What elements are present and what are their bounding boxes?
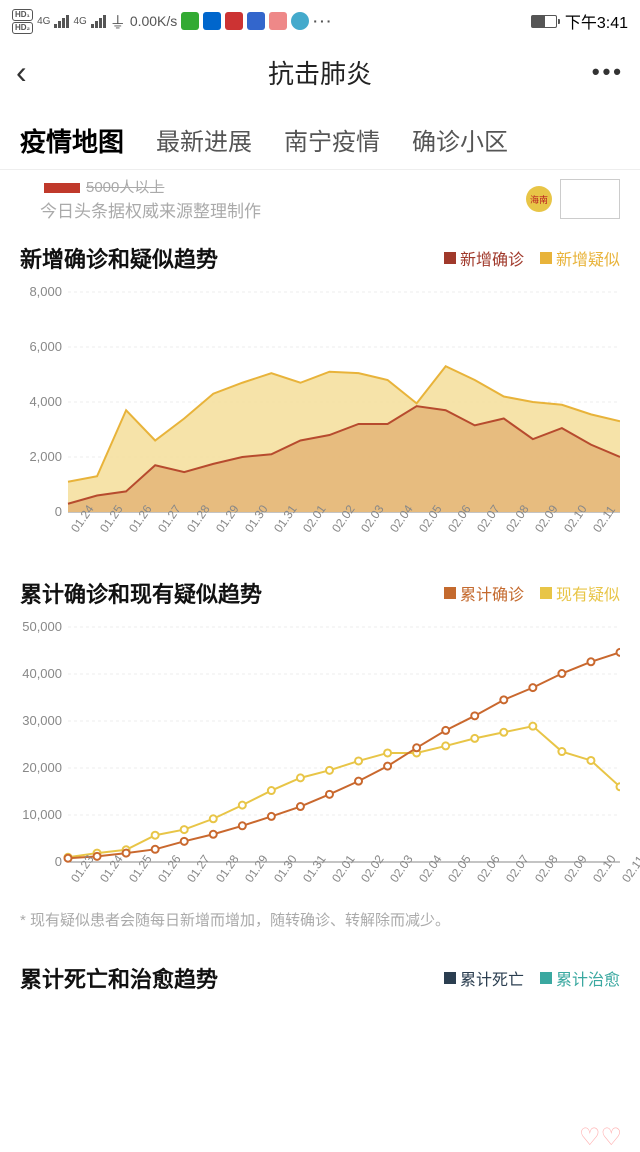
hainan-marker: 海南 bbox=[526, 186, 552, 212]
chart1-swatch2 bbox=[540, 252, 552, 264]
chart1-swatch1 bbox=[444, 252, 456, 264]
app-icon-5 bbox=[269, 12, 287, 30]
chart2-section: 累计确诊和现有疑似趋势 累计确诊 现有疑似 0 10,000 20,000 30,00… bbox=[0, 563, 640, 895]
page-title: 抗击肺炎 bbox=[0, 54, 640, 91]
chart2-title: 累计确诊和现有疑似趋势 bbox=[20, 577, 262, 609]
net2-label: 4G bbox=[73, 16, 86, 27]
more-indicator: ··· bbox=[313, 13, 333, 29]
svg-text:8,000: 8,000 bbox=[29, 284, 62, 299]
app-icon-2 bbox=[203, 12, 221, 30]
signal-1-icon bbox=[54, 14, 69, 28]
signal-2-icon bbox=[91, 14, 106, 28]
chart2-swatch2 bbox=[540, 587, 552, 599]
chart3-legend2-label: 累计治愈 bbox=[556, 966, 620, 990]
more-button[interactable]: ••• bbox=[592, 59, 624, 85]
chart2-legend2-label: 现有疑似 bbox=[556, 581, 620, 605]
heart-decoration: ♡♡ bbox=[579, 1123, 622, 1152]
svg-text:40,000: 40,000 bbox=[22, 666, 62, 681]
time-label: 下午3:41 bbox=[565, 9, 628, 33]
app-icon-6 bbox=[291, 12, 309, 30]
hd2-badge: HD₂ bbox=[12, 22, 33, 34]
legend-cut: 5000人以上 bbox=[86, 179, 164, 196]
battery-icon bbox=[531, 15, 557, 28]
svg-text:4,000: 4,000 bbox=[29, 394, 62, 409]
nav-header: ‹ 抗击肺炎 ••• bbox=[0, 42, 640, 102]
hd1-badge: HD₁ bbox=[12, 9, 33, 21]
source-row: 5000人以上 今日头条据权威来源整理制作 海南 bbox=[0, 170, 640, 228]
chart3-legend: 累计死亡 累计治愈 bbox=[444, 966, 620, 990]
svg-text:50,000: 50,000 bbox=[22, 619, 62, 634]
chart1-title: 新增确诊和疑似趋势 bbox=[20, 242, 218, 274]
chart2-note: * 现有疑似患者会随每日新增而增加，随转确诊、转解除而减少。 bbox=[0, 895, 640, 944]
chart3-swatch2 bbox=[540, 972, 552, 984]
tray-icons bbox=[181, 12, 309, 30]
source-text: 今日头条据权威来源整理制作 bbox=[40, 197, 261, 222]
chart2-swatch1 bbox=[444, 587, 456, 599]
svg-text:20,000: 20,000 bbox=[22, 760, 62, 775]
chart2-legend: 累计确诊 现有疑似 bbox=[444, 581, 620, 605]
status-bar: HD₁ HD₂ 4G 4G ⏚ 0.00K/s ··· 下午3:41 bbox=[0, 0, 640, 42]
chart1-section: 新增确诊和疑似趋势 新增确诊 新增疑似 0 2,000 4,000 6,000 8,00… bbox=[0, 228, 640, 545]
chart1-legend1-label: 新增确诊 bbox=[460, 246, 524, 270]
chart1-legend: 新增确诊 新增疑似 bbox=[444, 246, 620, 270]
chart3-section: 累计死亡和治愈趋势 累计死亡 累计治愈 bbox=[0, 948, 640, 1004]
wifi-icon: ⏚ bbox=[110, 9, 126, 33]
chart3-swatch1 bbox=[444, 972, 456, 984]
chart1-plot: 02,0004,0006,0008,000 01.2401.2501.2601.… bbox=[20, 282, 620, 541]
svg-text:2,000: 2,000 bbox=[29, 449, 62, 464]
chart1-legend2-label: 新增疑似 bbox=[556, 246, 620, 270]
tab-news[interactable]: 最新进展 bbox=[156, 122, 252, 159]
status-right: 下午3:41 bbox=[531, 9, 628, 33]
tab-nanning[interactable]: 南宁疫情 bbox=[284, 122, 380, 159]
wechat-icon bbox=[181, 12, 199, 30]
x-tick-label: 02.11 bbox=[619, 853, 640, 885]
svg-text:30,000: 30,000 bbox=[22, 713, 62, 728]
map-stub bbox=[560, 179, 620, 219]
svg-text:10,000: 10,000 bbox=[22, 807, 62, 822]
svg-text:0: 0 bbox=[55, 854, 62, 867]
speed-label: 0.00K/s bbox=[130, 13, 177, 29]
status-left: HD₁ HD₂ 4G 4G ⏚ 0.00K/s ··· bbox=[12, 9, 333, 34]
chart3-legend1-label: 累计死亡 bbox=[460, 966, 524, 990]
back-button[interactable]: ‹ bbox=[0, 54, 43, 91]
tabs: 疫情地图 最新进展 南宁疫情 确诊小区 bbox=[0, 102, 640, 169]
toutiao-icon bbox=[225, 12, 243, 30]
tab-community[interactable]: 确诊小区 bbox=[412, 122, 508, 159]
tab-map[interactable]: 疫情地图 bbox=[20, 122, 124, 159]
chart2-legend1-label: 累计确诊 bbox=[460, 581, 524, 605]
app-icon-4 bbox=[247, 12, 265, 30]
chart2-plot: 010,00020,00030,00040,00050,000 01.2301.… bbox=[20, 617, 620, 891]
net1-label: 4G bbox=[37, 16, 50, 27]
chart3-title: 累计死亡和治愈趋势 bbox=[20, 962, 218, 994]
svg-text:0: 0 bbox=[55, 504, 62, 517]
svg-text:6,000: 6,000 bbox=[29, 339, 62, 354]
